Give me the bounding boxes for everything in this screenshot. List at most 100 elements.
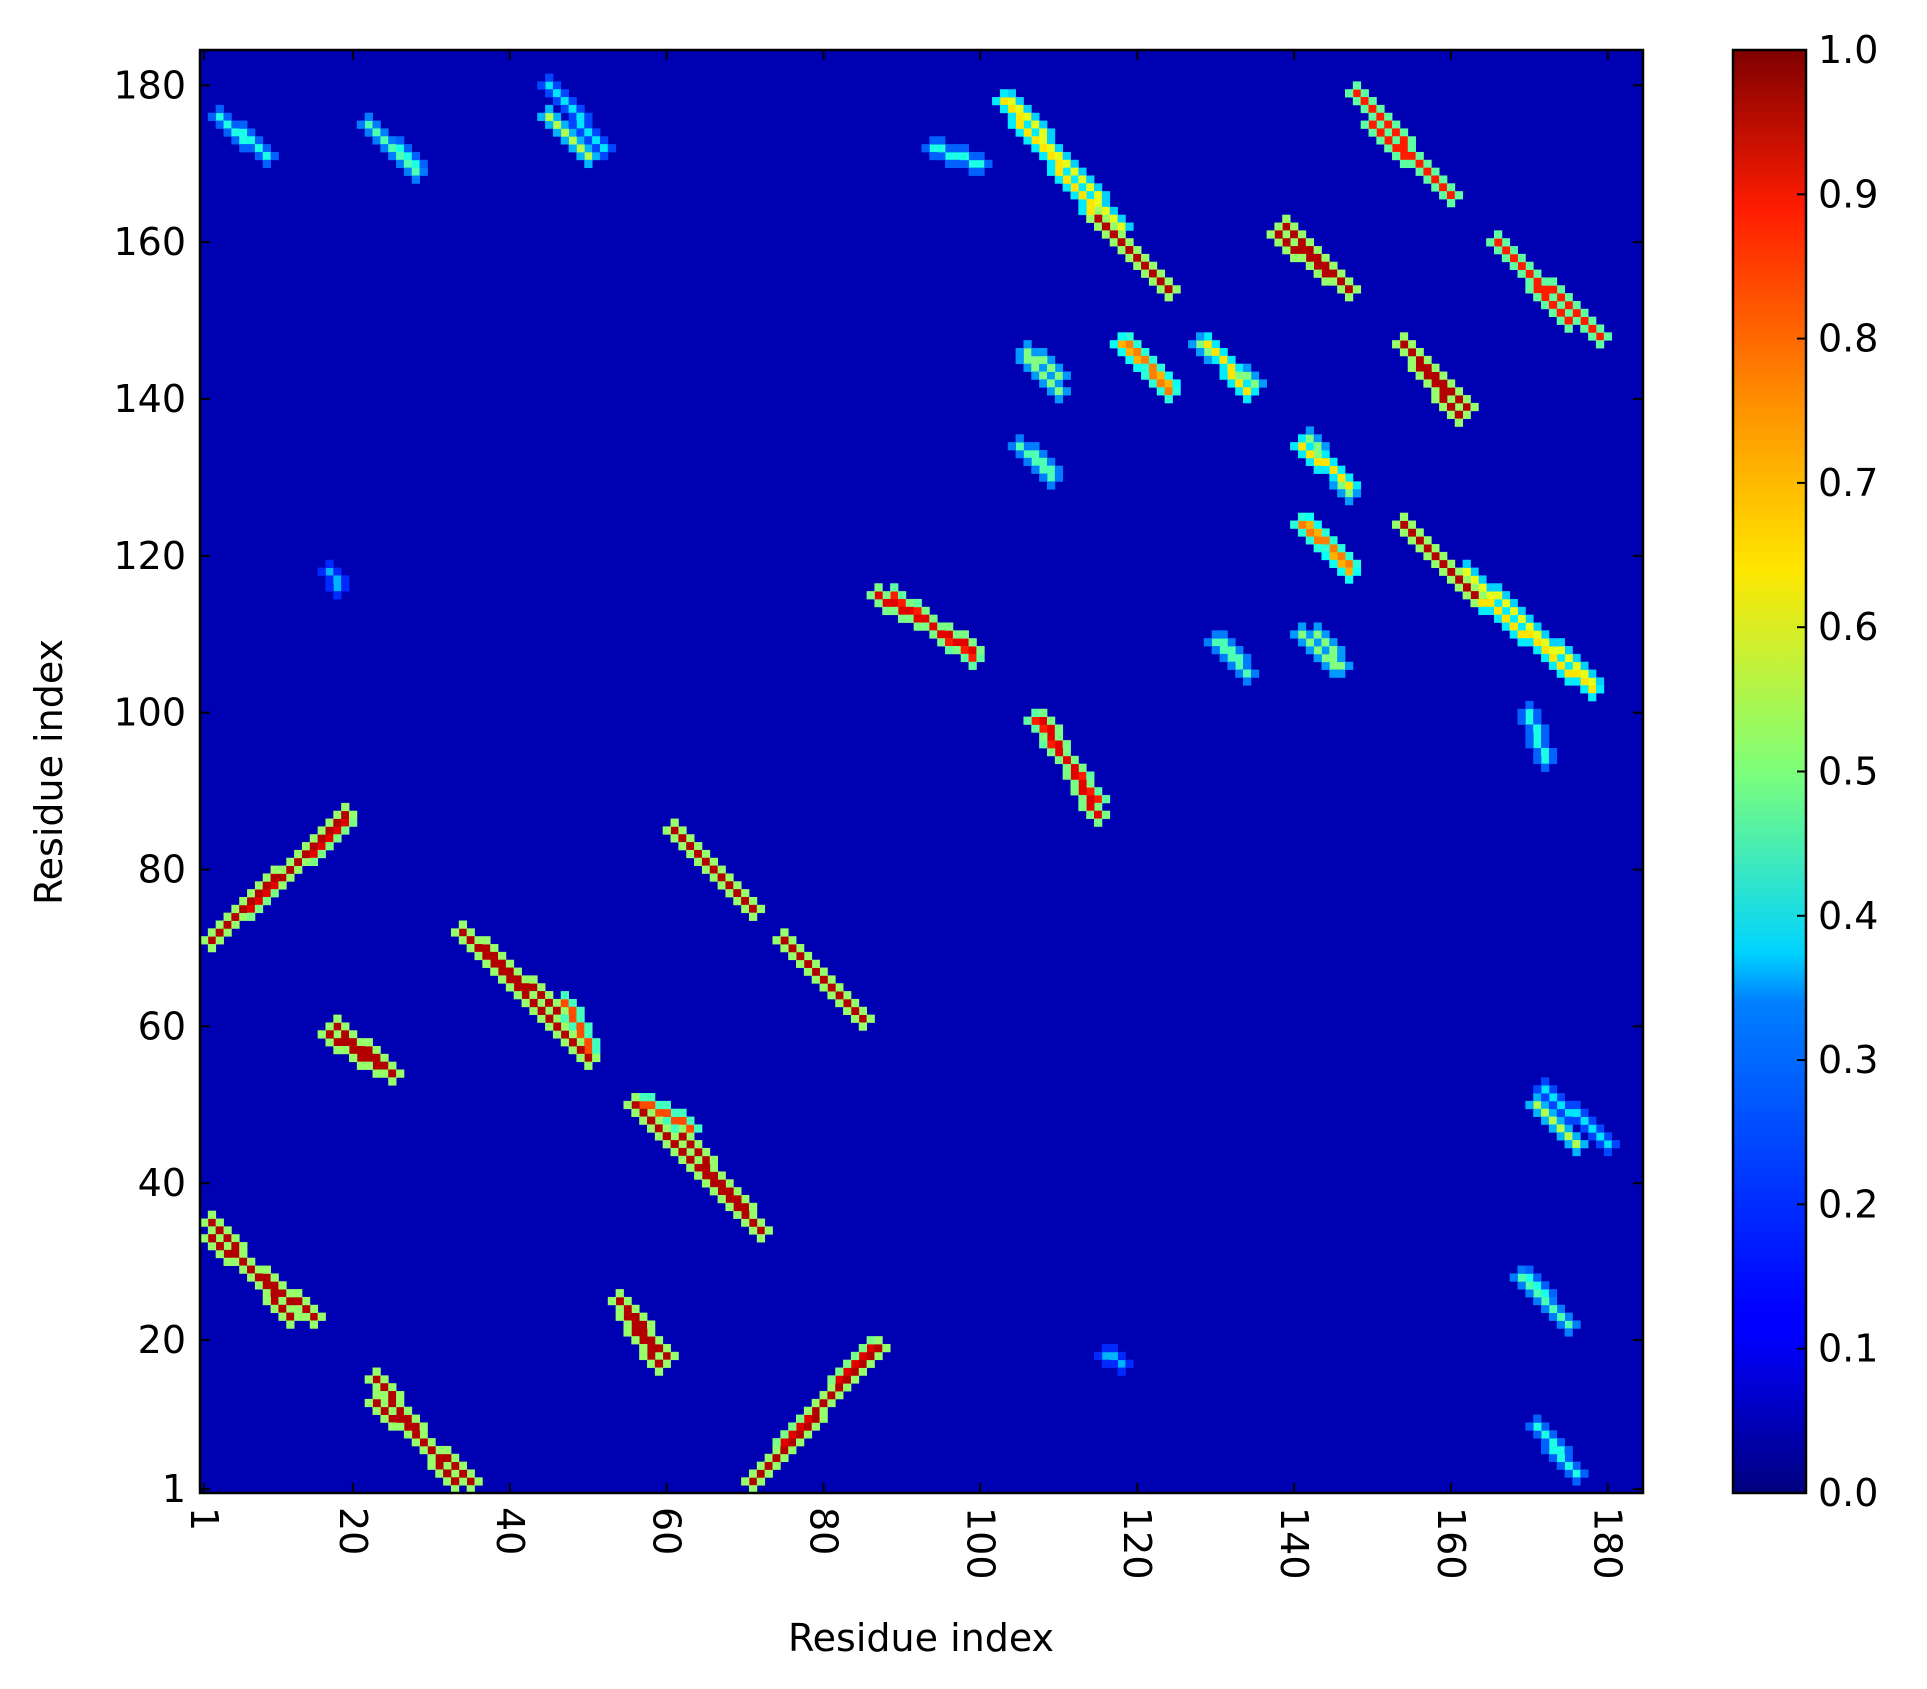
heatmap-cell xyxy=(1493,591,1503,600)
heatmap-cell xyxy=(1501,253,1511,263)
heatmap-cell xyxy=(1548,1116,1558,1125)
heatmap-cell xyxy=(521,998,530,1008)
heatmap-cell xyxy=(223,128,232,137)
heatmap-cell xyxy=(1541,740,1550,749)
heatmap-cell xyxy=(435,1453,444,1463)
heatmap-cell xyxy=(1297,528,1307,537)
heatmap-cell xyxy=(733,896,742,906)
heatmap-cell xyxy=(1031,136,1040,145)
heatmap-cell xyxy=(254,136,264,145)
heatmap-cell xyxy=(670,1147,679,1157)
heatmap-cell xyxy=(1305,261,1315,270)
heatmap-cell xyxy=(780,1453,789,1463)
heatmap-cell xyxy=(1039,144,1048,153)
heatmap-cell xyxy=(1595,1132,1605,1141)
heatmap-cell xyxy=(325,834,334,843)
heatmap-cell xyxy=(1548,661,1558,670)
heatmap-cell xyxy=(372,1061,381,1070)
heatmap-cell xyxy=(1015,97,1024,106)
heatmap-cell xyxy=(1297,230,1307,239)
heatmap-cell xyxy=(1235,371,1244,380)
heatmap-cell xyxy=(1595,324,1605,333)
heatmap-cell xyxy=(576,1045,585,1055)
heatmap-cell xyxy=(1078,779,1087,788)
heatmap-cell xyxy=(396,151,405,161)
heatmap-cell xyxy=(309,1304,319,1314)
heatmap-cell xyxy=(1305,630,1315,639)
heatmap-cell xyxy=(607,144,617,153)
heatmap-cell xyxy=(1125,246,1134,255)
heatmap-cell xyxy=(1070,167,1079,176)
heatmap-cell xyxy=(1337,646,1346,655)
heatmap-cell xyxy=(1117,214,1126,223)
heatmap-cell xyxy=(1580,324,1589,333)
heatmap-cell xyxy=(1070,771,1079,780)
heatmap-cell xyxy=(756,1477,766,1486)
heatmap-cell xyxy=(796,944,805,953)
heatmap-cell xyxy=(1141,253,1150,263)
colorbar-tick-label: 0.0 xyxy=(1818,1471,1878,1515)
heatmap-cell xyxy=(545,1006,554,1016)
heatmap-cell xyxy=(874,598,883,608)
heatmap-cell xyxy=(262,144,271,153)
heatmap-cell xyxy=(1533,732,1542,741)
heatmap-cell xyxy=(1101,199,1111,208)
heatmap-cell xyxy=(1454,387,1464,396)
heatmap-cell xyxy=(1556,1093,1565,1102)
heatmap-cell xyxy=(1556,1304,1565,1314)
y-tick-label: 80 xyxy=(138,848,186,892)
heatmap-cell xyxy=(1321,442,1330,451)
colorbar-tick-label: 0.7 xyxy=(1818,461,1878,505)
heatmap-cell xyxy=(576,1038,585,1047)
heatmap-cell xyxy=(552,1006,562,1016)
heatmap-cell xyxy=(678,826,687,835)
heatmap-cell xyxy=(552,89,562,98)
heatmap-cell xyxy=(1101,1359,1111,1368)
heatmap-cell xyxy=(1556,1132,1565,1141)
heatmap-cell xyxy=(654,1100,664,1110)
heatmap-cell xyxy=(1046,387,1056,396)
heatmap-cell xyxy=(1446,183,1456,192)
heatmap-cell xyxy=(207,1242,217,1251)
heatmap-cell xyxy=(1046,473,1056,482)
heatmap-cell xyxy=(1227,638,1236,647)
heatmap-cell xyxy=(223,1242,232,1251)
heatmap-cell xyxy=(1439,402,1448,412)
heatmap-cell xyxy=(380,1069,389,1078)
heatmap-cell xyxy=(215,1249,224,1259)
heatmap-cell xyxy=(466,936,475,945)
heatmap-cell xyxy=(1486,583,1495,592)
heatmap-cell xyxy=(1031,348,1040,357)
heatmap-cell xyxy=(278,865,287,874)
heatmap-cell xyxy=(647,1116,656,1125)
heatmap-cell xyxy=(247,912,256,921)
heatmap-cell xyxy=(466,1485,475,1493)
heatmap-cell xyxy=(466,928,475,937)
heatmap-cell xyxy=(1407,520,1416,529)
heatmap-cell xyxy=(490,959,499,968)
heatmap-cell xyxy=(1313,536,1322,545)
colorbar-tick-label: 0.5 xyxy=(1818,750,1878,794)
heatmap-cell xyxy=(1533,1085,1542,1094)
heatmap-cell xyxy=(435,1469,444,1478)
heatmap-cell xyxy=(647,1359,656,1368)
heatmap-cell xyxy=(827,1383,836,1392)
heatmap-cell xyxy=(937,622,946,631)
heatmap-cell xyxy=(1541,1116,1550,1125)
heatmap-cell xyxy=(1470,575,1479,584)
heatmap-cell xyxy=(1117,340,1126,349)
heatmap-cell xyxy=(1525,740,1534,749)
heatmap-cell xyxy=(1156,285,1166,294)
heatmap-cell xyxy=(1125,222,1134,231)
heatmap-cell xyxy=(215,1218,224,1227)
heatmap-cell xyxy=(678,1108,687,1117)
heatmap-cell xyxy=(1125,1359,1134,1368)
heatmap-cell xyxy=(1493,598,1503,608)
heatmap-cell xyxy=(1352,97,1362,106)
heatmap-cell xyxy=(1423,167,1432,176)
heatmap-cell xyxy=(1054,363,1064,372)
heatmap-cell xyxy=(670,834,679,843)
heatmap-cell xyxy=(1329,269,1338,278)
heatmap-cell xyxy=(1227,653,1236,663)
